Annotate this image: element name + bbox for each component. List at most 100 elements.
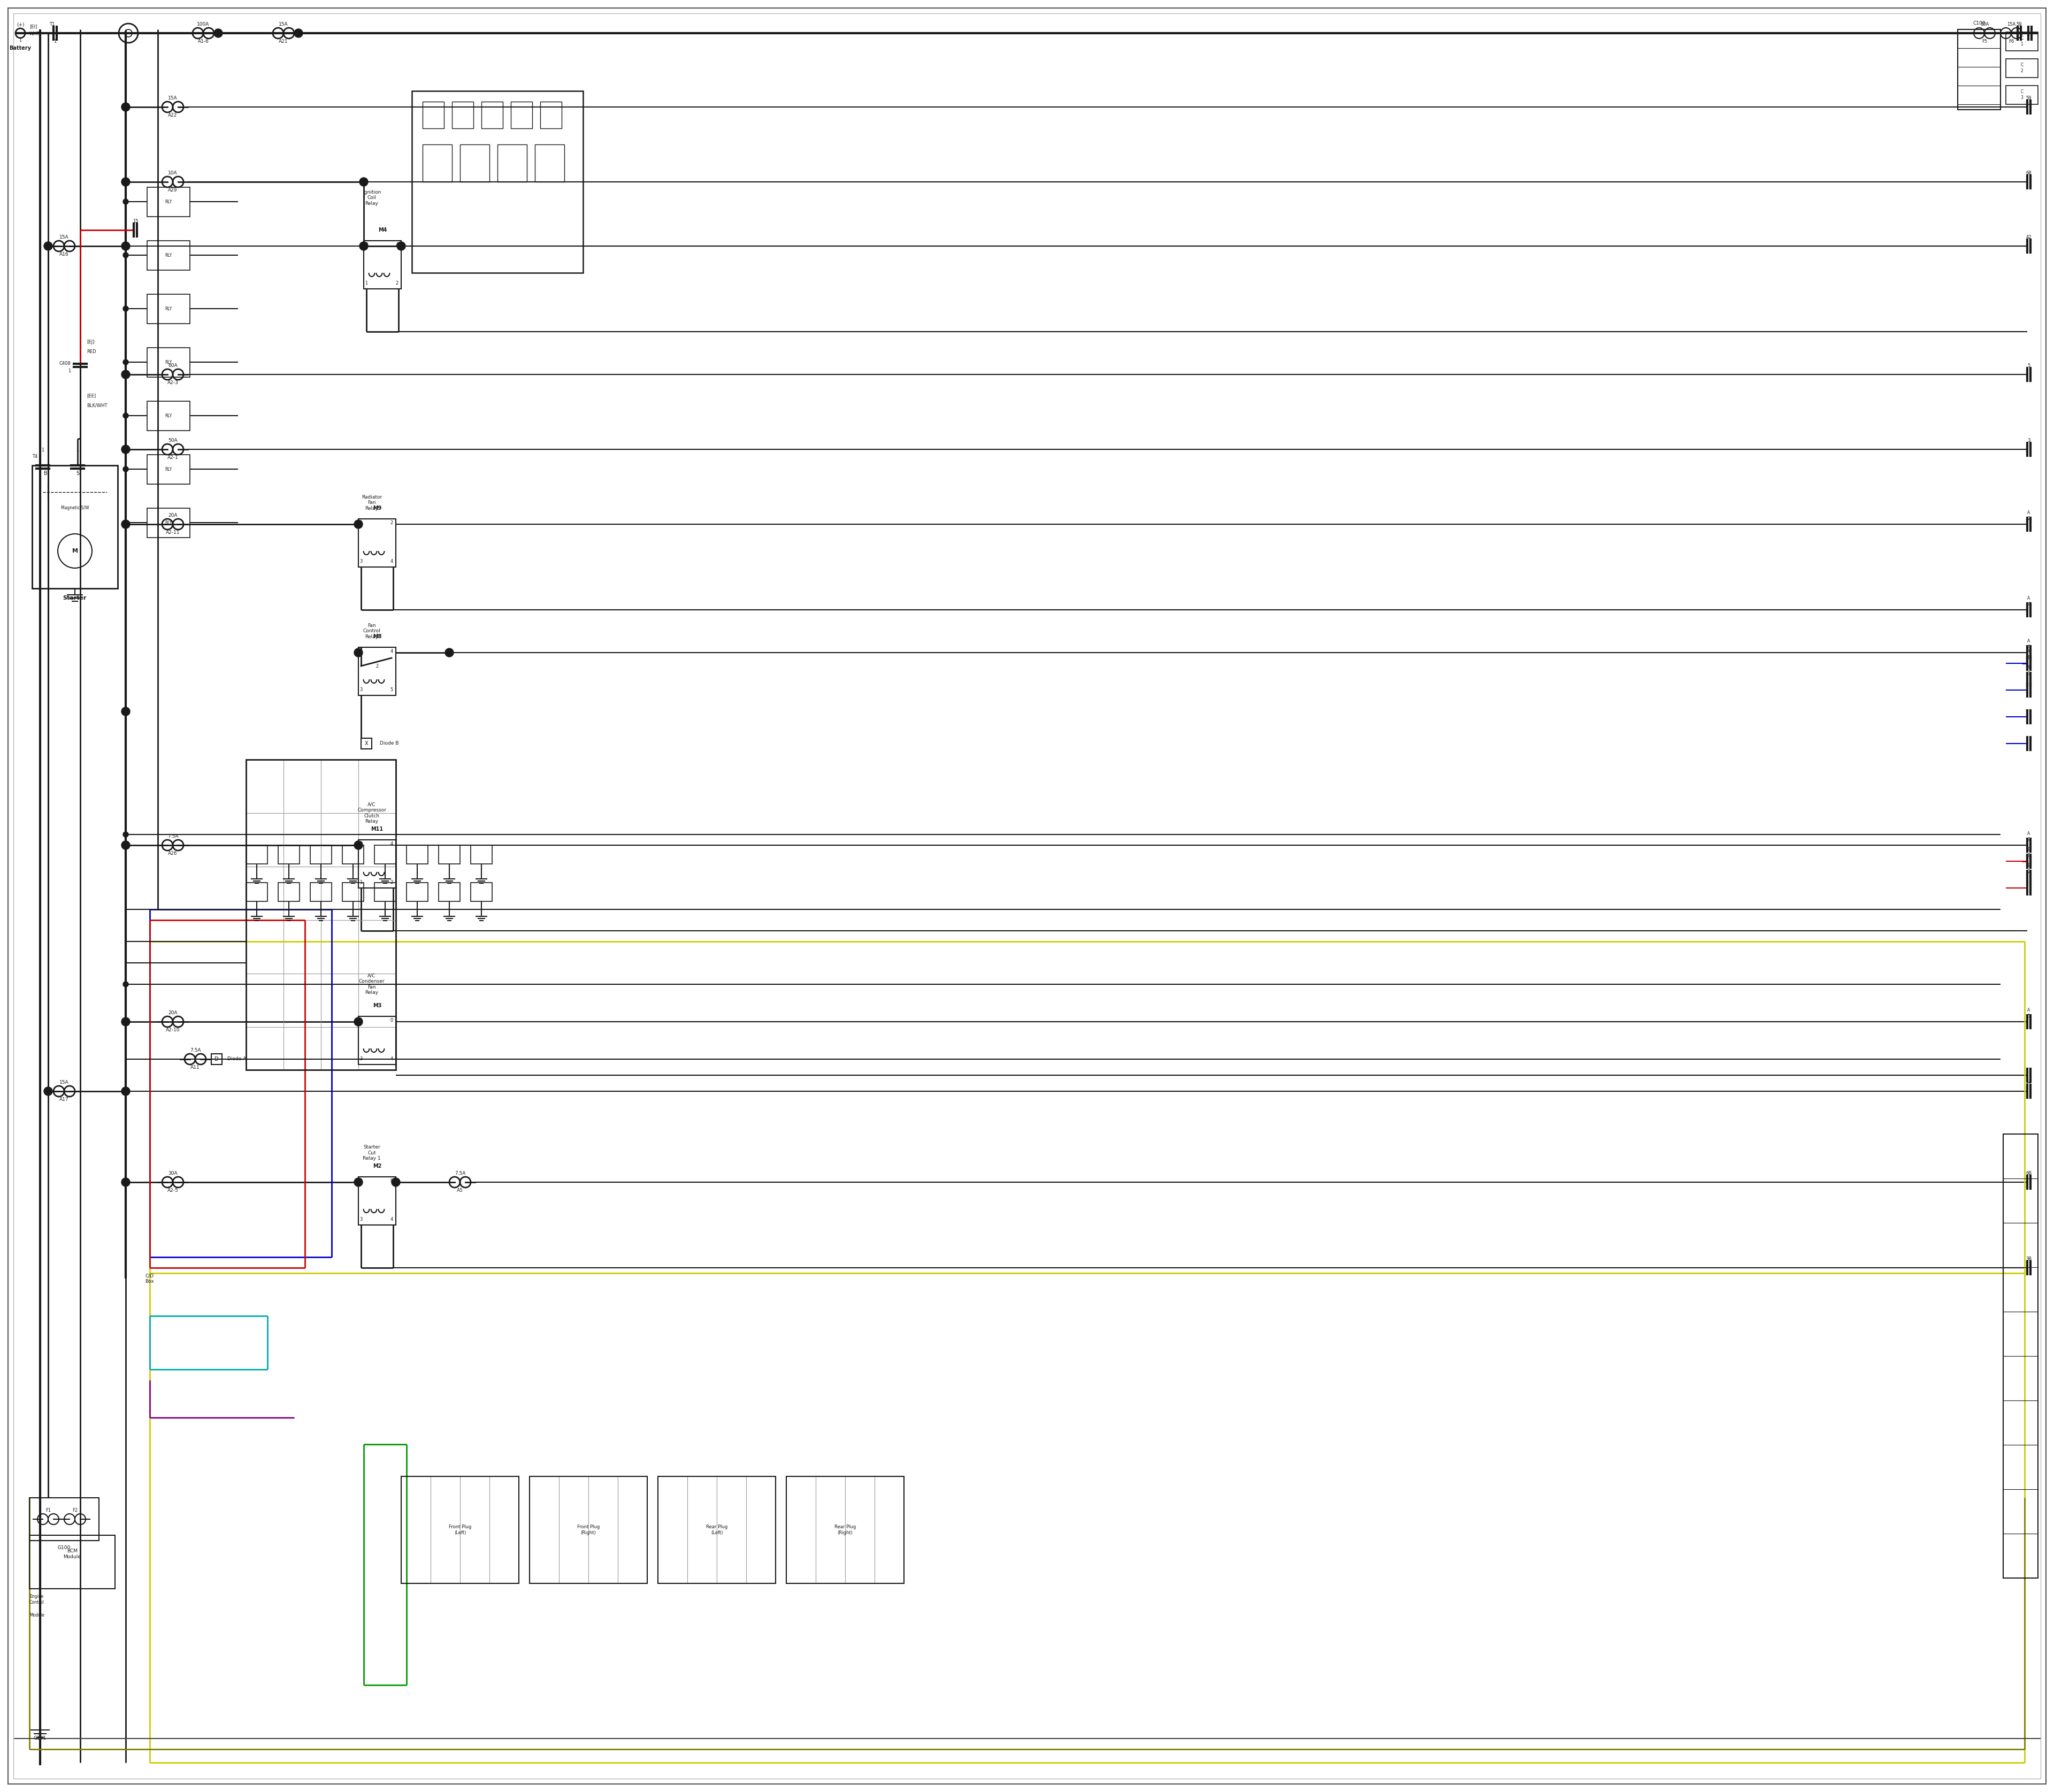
Text: A26: A26 xyxy=(168,851,177,857)
Text: A22: A22 xyxy=(168,113,177,118)
Circle shape xyxy=(123,520,127,525)
Text: Starter: Starter xyxy=(64,595,86,600)
Bar xyxy=(148,348,189,376)
Text: 50A: 50A xyxy=(168,439,177,443)
Text: 59: 59 xyxy=(2017,22,2021,27)
Text: B: B xyxy=(43,471,47,477)
Bar xyxy=(470,846,493,864)
Circle shape xyxy=(121,371,129,378)
Text: A
9: A 9 xyxy=(2027,831,2029,842)
Circle shape xyxy=(123,199,127,204)
Bar xyxy=(2007,59,2038,77)
Bar xyxy=(343,846,364,864)
Bar xyxy=(357,1016,396,1064)
Bar xyxy=(148,294,189,324)
Text: 1: 1 xyxy=(18,38,23,43)
Circle shape xyxy=(359,242,368,251)
Text: Starter
Cut
Relay 1: Starter Cut Relay 1 xyxy=(364,1145,380,1161)
Text: BLK/WHT: BLK/WHT xyxy=(86,403,107,409)
Text: 6B: 6B xyxy=(2025,1172,2031,1176)
Text: 2: 2 xyxy=(396,281,398,287)
Text: 1: 1 xyxy=(359,649,362,654)
Text: Front Plug
(Left): Front Plug (Left) xyxy=(448,1525,470,1536)
Text: 59: 59 xyxy=(2025,97,2031,100)
Text: 5: 5 xyxy=(2027,364,2029,369)
Bar xyxy=(374,846,396,864)
Text: RED: RED xyxy=(86,349,97,355)
Bar xyxy=(423,145,452,181)
Text: Diode B: Diode B xyxy=(380,742,398,745)
Text: M3: M3 xyxy=(372,1004,382,1009)
Bar xyxy=(2007,32,2038,50)
Text: A2-5: A2-5 xyxy=(166,1188,179,1193)
Bar xyxy=(787,1477,904,1584)
Circle shape xyxy=(121,840,129,849)
Text: A2-11: A2-11 xyxy=(166,530,181,536)
Bar xyxy=(246,760,396,1070)
Text: 7.5A: 7.5A xyxy=(189,1048,201,1054)
Bar xyxy=(310,883,331,901)
Bar xyxy=(148,509,189,538)
Bar xyxy=(246,846,267,864)
Text: T4: T4 xyxy=(33,455,37,459)
Circle shape xyxy=(43,1088,53,1095)
Bar xyxy=(657,1477,776,1584)
Circle shape xyxy=(353,520,364,529)
Circle shape xyxy=(43,242,53,251)
Text: 15A: 15A xyxy=(279,22,288,27)
Text: Battery: Battery xyxy=(10,45,31,50)
Text: A
2: A 2 xyxy=(2027,511,2029,521)
Bar xyxy=(530,1477,647,1584)
Circle shape xyxy=(123,831,127,837)
Text: [EI]: [EI] xyxy=(29,25,37,29)
Text: RLY: RLY xyxy=(164,199,173,204)
Bar xyxy=(29,1536,115,1590)
Text: 4: 4 xyxy=(396,242,398,247)
Text: M11: M11 xyxy=(372,826,384,831)
Text: A29: A29 xyxy=(168,188,177,194)
Text: 4: 4 xyxy=(390,1057,392,1061)
Text: Front Plug
(Right): Front Plug (Right) xyxy=(577,1525,600,1536)
Bar xyxy=(423,102,444,129)
Text: Radiator
Fan
Relay: Radiator Fan Relay xyxy=(362,495,382,511)
Text: WHT: WHT xyxy=(29,32,39,36)
Text: 1: 1 xyxy=(359,1179,362,1183)
Bar xyxy=(246,883,267,901)
Text: RLY: RLY xyxy=(164,360,173,364)
Text: 15A: 15A xyxy=(60,235,70,240)
Text: 15: 15 xyxy=(134,219,138,224)
Bar xyxy=(407,883,427,901)
Circle shape xyxy=(123,466,127,471)
Circle shape xyxy=(121,242,129,251)
Text: F5: F5 xyxy=(1982,39,1986,45)
Bar xyxy=(357,1177,396,1226)
Text: 3: 3 xyxy=(359,1057,362,1061)
Circle shape xyxy=(396,242,405,251)
Bar xyxy=(310,846,331,864)
Text: 1: 1 xyxy=(76,448,78,453)
Bar xyxy=(407,846,427,864)
Text: 3B: 3B xyxy=(2025,1256,2031,1262)
Circle shape xyxy=(353,649,364,658)
Text: F1: F1 xyxy=(45,1509,51,1512)
Circle shape xyxy=(353,1018,364,1027)
Text: Ignition
Coil
Relay: Ignition Coil Relay xyxy=(364,190,380,206)
Bar xyxy=(357,520,396,566)
Circle shape xyxy=(121,177,129,186)
Text: G100: G100 xyxy=(58,1546,70,1550)
Text: A
8: A 8 xyxy=(2027,649,2029,659)
Text: C408: C408 xyxy=(60,362,70,366)
Text: G101: G101 xyxy=(33,1736,47,1740)
Text: 10A: 10A xyxy=(168,170,177,176)
Circle shape xyxy=(123,412,127,418)
Text: A11: A11 xyxy=(191,1064,199,1070)
Text: F2: F2 xyxy=(72,1509,78,1512)
Text: [EE]: [EE] xyxy=(86,394,97,398)
Text: S: S xyxy=(76,471,80,477)
Text: A5: A5 xyxy=(456,1188,464,1193)
Text: M8: M8 xyxy=(372,634,382,640)
Text: Magnetic S/W: Magnetic S/W xyxy=(62,505,88,511)
Circle shape xyxy=(294,29,302,38)
Text: 30A: 30A xyxy=(168,1172,177,1176)
Text: [EJ]: [EJ] xyxy=(86,340,94,344)
